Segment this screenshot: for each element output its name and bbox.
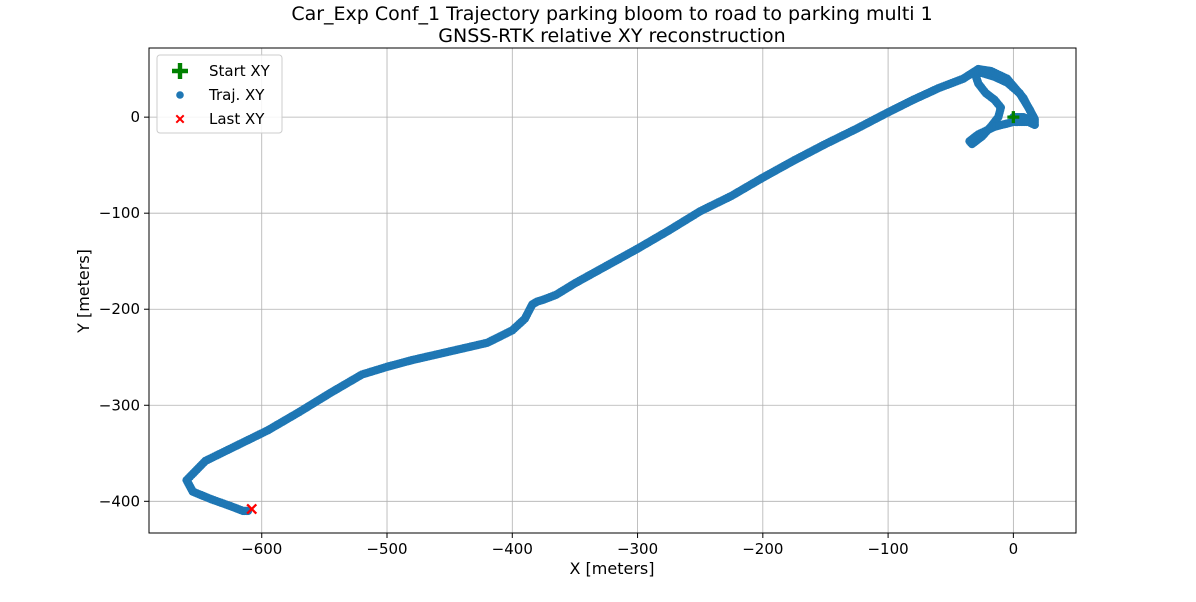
y-tick-label: 0 [130,108,140,126]
chart-title: Car_Exp Conf_1 Trajectory parking bloom … [291,3,932,25]
y-tick-label: −200 [99,300,140,318]
x-tick-label: −200 [742,540,783,558]
legend-box [156,54,283,134]
y-tick-label: −100 [99,204,140,222]
x-tick-label: −100 [867,540,908,558]
start-marker [1007,111,1020,124]
x-axis-label: X [meters] [570,559,655,578]
legend-label: Start XY [209,62,271,80]
legend: Start XY Traj. XY Last XY [156,54,283,134]
tick-layer: −600 −500 −400 −300 −200 −100 0 0 −100 −200 −300 −4… [99,108,1018,558]
legend-label: Traj. XY [208,86,265,104]
x-tick-label: 0 [1009,540,1019,558]
last-marker [246,503,258,515]
data-layer [182,64,1039,516]
y-tick-label: −400 [99,492,140,510]
legend-label: Last XY [209,110,265,128]
legend-entries: Start XY Traj. XY Last XY [172,62,271,128]
legend-marker-circle [176,91,184,99]
x-tick-label: −500 [366,540,407,558]
plot-frame [148,47,1077,534]
legend-marker-x [175,114,185,124]
x-tick-label: −300 [617,540,658,558]
grid-layer [149,48,1076,533]
x-tick-label: −600 [241,540,282,558]
y-axis-label: Y [meters] [74,249,93,334]
chart-subtitle: GNSS-RTK relative XY reconstruction [438,25,785,47]
y-tick-label: −300 [99,396,140,414]
legend-marker-plus [172,63,188,80]
x-tick-label: −400 [492,540,533,558]
